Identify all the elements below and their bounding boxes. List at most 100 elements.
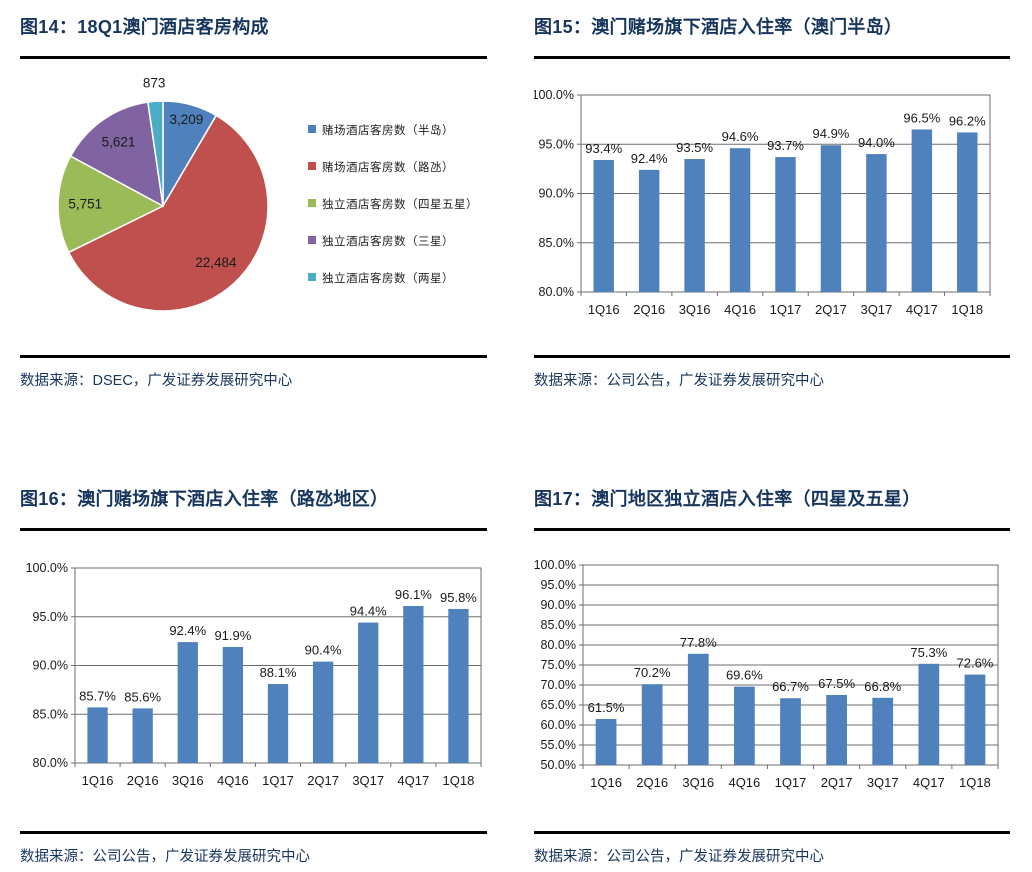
bar-chart-svg: 80.0% 85.0% 90.0% 95.0% 100.0% 85.7% 1Q16 85.6%… [26, 561, 482, 788]
y-axis-label: 90.0% [541, 598, 576, 612]
figure-17-source: 数据来源：公司公告，广发证券发展研究中心 [534, 849, 824, 865]
legend-label: 独立酒店客房数（三星） [322, 234, 454, 248]
figure-17-source-rule [534, 831, 1010, 834]
x-axis-label: 1Q17 [262, 773, 294, 788]
bar-1Q16 [593, 160, 614, 292]
figure-16-source-rule [20, 831, 487, 834]
figure-16-source: 数据来源：公司公告，广发证券发展研究中心 [20, 849, 310, 865]
bar-value-label: 77.8% [680, 635, 717, 650]
legend-swatch-icon [308, 199, 316, 207]
bar-4Q16 [734, 686, 755, 765]
y-axis-label: 95.0% [33, 610, 68, 624]
bar-2Q16 [638, 169, 660, 292]
figure-17: 图17：澳门地区独立酒店入住率（四星及五星） 50.0% 55.0% 60.0% 65… [534, 478, 1010, 866]
y-axis-label: 60.0% [541, 718, 576, 732]
x-axis-label: 2Q16 [636, 775, 668, 790]
pie-chart-hotel-room-composition: 赌场酒店客房数（半岛） 赌场酒店客房数（路氹） 独立酒店客房数（四星五星） 独立酒店客… [20, 59, 487, 355]
x-axis-label: 2Q16 [633, 302, 665, 317]
bar-4Q17 [918, 663, 940, 765]
y-axis-label: 80.0% [541, 638, 576, 652]
bar-1Q18 [957, 132, 978, 292]
legend-item-0: 赌场酒店客房数（半岛） [308, 121, 478, 137]
x-axis-label: 1Q17 [770, 302, 802, 317]
y-axis-label: 95.0% [539, 137, 574, 151]
bar-value-label: 61.5% [588, 700, 625, 715]
x-axis-label: 3Q16 [679, 302, 711, 317]
y-axis-label: 75.0% [541, 658, 576, 672]
bar-chart-independent-hotel-occupancy: 50.0% 55.0% 60.0% 65.0% 70.0% 75.0% 80.0% 85.0%… [534, 531, 1010, 831]
bar-value-label: 67.5% [818, 676, 855, 691]
bar-value-label: 66.8% [864, 679, 901, 694]
x-axis-label: 3Q17 [867, 775, 899, 790]
pie-chart-svg: 3,209 22,484 5,751 5,621 873 [57, 75, 269, 312]
bar-1Q18 [964, 674, 986, 765]
figure-16: 图16：澳门赌场旗下酒店入住率（路氹地区） 80.0% 85.0% 90.0% 95.… [20, 478, 487, 866]
bar-chart-peninsula-occupancy: 80.0% 85.0% 90.0% 95.0% 100.0% 93.4% 1Q16 92.4%… [532, 59, 1010, 355]
x-axis-label: 4Q16 [724, 302, 756, 317]
x-axis-label: 4Q17 [913, 775, 945, 790]
pie-legend: 赌场酒店客房数（半岛） 赌场酒店客房数（路氹） 独立酒店客房数（四星五星） 独立酒店客… [308, 121, 478, 306]
figure-17-title-rule [534, 528, 1010, 531]
bar-value-label: 93.4% [585, 141, 622, 156]
bar-chart-svg: 50.0% 55.0% 60.0% 65.0% 70.0% 75.0% 80.0% 85.0%… [534, 558, 999, 790]
bar-value-label: 96.2% [949, 113, 986, 128]
figure-16-title: 图16：澳门赌场旗下酒店入住率（路氹地区） [20, 489, 389, 509]
y-axis-label: 100.0% [534, 558, 576, 572]
bar-value-label: 94.0% [858, 135, 895, 150]
bar-3Q16 [687, 653, 709, 765]
x-axis-label: 1Q16 [82, 773, 114, 788]
bar-3Q17 [872, 697, 894, 765]
y-axis-label: 65.0% [541, 698, 576, 712]
bar-2Q17 [820, 145, 842, 292]
legend-swatch-icon [308, 273, 316, 281]
bar-value-label: 70.2% [634, 665, 671, 680]
x-axis-label: 3Q16 [682, 775, 714, 790]
bar-2Q16 [641, 684, 663, 765]
bar-value-label: 75.3% [910, 645, 947, 660]
x-axis-label: 2Q17 [307, 773, 339, 788]
bar-1Q16 [87, 707, 108, 763]
pie-slice-label: 873 [143, 75, 166, 90]
figure-15-title: 图15：澳门赌场旗下酒店入住率（澳门半岛） [534, 17, 903, 37]
legend-label: 赌场酒店客房数（路氹） [322, 160, 454, 174]
x-axis-label: 1Q18 [959, 775, 991, 790]
bar-value-label: 92.4% [631, 151, 668, 166]
bar-3Q17 [358, 622, 379, 763]
bar-chart-svg: 80.0% 85.0% 90.0% 95.0% 100.0% 93.4% 1Q16 92.4%… [532, 88, 991, 317]
x-axis-label: 2Q17 [815, 302, 847, 317]
bar-value-label: 93.5% [676, 140, 713, 155]
bar-4Q17 [911, 129, 933, 292]
y-axis-label: 95.0% [541, 578, 576, 592]
bar-value-label: 94.6% [722, 129, 759, 144]
bar-4Q16 [222, 646, 244, 763]
bar-2Q16 [132, 708, 153, 763]
bar-value-label: 88.1% [260, 665, 297, 680]
bar-1Q17 [775, 157, 796, 292]
legend-swatch-icon [308, 125, 316, 133]
x-axis-label: 2Q17 [821, 775, 853, 790]
figure-14-title-rule [20, 56, 487, 59]
legend-item-4: 独立酒店客房数（两星） [308, 269, 478, 285]
pie-slice-label: 3,209 [170, 112, 204, 127]
bar-value-label: 91.9% [214, 628, 251, 643]
figure-15: 图15：澳门赌场旗下酒店入住率（澳门半岛） 80.0% 85.0% 90.0% 95.… [532, 6, 1010, 390]
bar-value-label: 92.4% [169, 623, 206, 638]
bar-2Q17 [312, 661, 334, 763]
y-axis-label: 80.0% [539, 285, 574, 299]
bar-4Q16 [729, 148, 751, 292]
figure-14-title: 图14：18Q1澳门酒店客房构成 [20, 17, 269, 37]
figure-14: 图14：18Q1澳门酒店客房构成 赌场酒店客房数（半岛） 赌场酒店客房数（路氹） 独… [20, 6, 487, 390]
figure-15-source: 数据来源：公司公告，广发证券发展研究中心 [534, 373, 824, 389]
bar-4Q17 [403, 606, 424, 763]
bar-value-label: 85.6% [124, 689, 161, 704]
bar-3Q16 [177, 642, 198, 763]
bar-value-label: 93.7% [767, 138, 804, 153]
pie-slice-4 [147, 100, 164, 207]
bar-value-label: 94.4% [350, 604, 387, 619]
x-axis-label: 2Q16 [127, 773, 159, 788]
bar-value-label: 95.8% [440, 590, 477, 605]
bar-value-label: 66.7% [772, 679, 809, 694]
figure-15-source-rule [534, 355, 1010, 358]
x-axis-label: 4Q17 [906, 302, 938, 317]
bar-value-label: 72.6% [957, 656, 994, 671]
